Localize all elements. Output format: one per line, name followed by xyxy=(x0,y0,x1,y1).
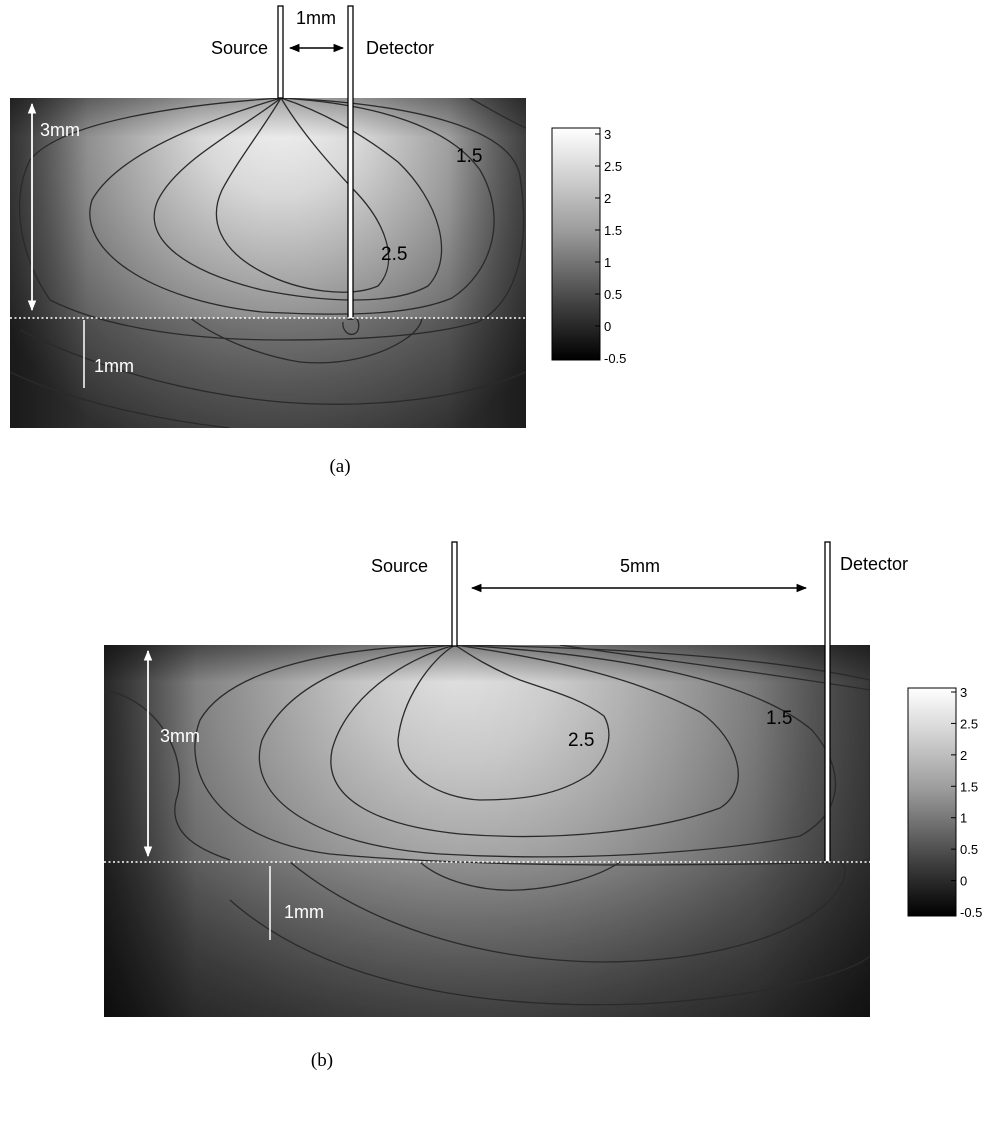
panel-b-source-label: Source xyxy=(371,556,428,576)
panel-a-detector-label: Detector xyxy=(366,38,434,58)
contour-b-3 xyxy=(258,645,837,858)
contour-b-6 xyxy=(289,861,846,963)
panel-b-contour-label-2: 1.5 xyxy=(766,708,792,729)
contour-a-corner xyxy=(469,98,526,129)
panel-a-source-probe xyxy=(277,5,284,99)
colorbar-tick-label: 2 xyxy=(604,191,611,206)
panel-a-separation-label: 1mm xyxy=(296,8,336,28)
panel-a-colorbar-ticks: 3 2.5 2 1.5 1 0.5 0 -0.5 xyxy=(595,127,626,366)
panel-a-colorbar: 3 2.5 2 1.5 1 0.5 0 -0.5 xyxy=(551,127,626,366)
panel-b-colorbar-ticks: 3 2.5 2 1.5 1 0.5 0 -0.5 xyxy=(951,685,982,920)
panel-a-caption: (a) xyxy=(329,456,350,477)
panel-b-detector-label: Detector xyxy=(840,554,908,574)
colorbar-tick-label: 3 xyxy=(604,127,611,142)
panel-a-contour-label-1: 1.5 xyxy=(456,146,482,167)
panel-a-depth-label: 3mm xyxy=(40,120,80,140)
panel-b-depth-label: 3mm xyxy=(160,726,200,746)
contour-a-3 xyxy=(89,98,495,315)
colorbar-tick-label: 2 xyxy=(960,748,967,763)
panel-b-caption: (b) xyxy=(311,1050,333,1071)
panel-b-detector-probe xyxy=(824,541,831,863)
contour-a-6 xyxy=(189,317,423,364)
contour-b-8 xyxy=(419,861,621,891)
contour-b-7 xyxy=(229,899,870,1006)
panel-a-layer-label: 1mm xyxy=(94,356,134,376)
colorbar-tick-label: 0.5 xyxy=(960,842,978,857)
colorbar-tick-label: 0 xyxy=(960,874,967,889)
panel-b-colorbar-gradient xyxy=(907,687,957,917)
panel-a-detector-probe xyxy=(347,5,354,320)
panel-a-contour-label-2: 2.5 xyxy=(381,244,407,265)
colorbar-tick-label: 1.5 xyxy=(960,779,978,794)
colorbar-tick-label: 2.5 xyxy=(960,716,978,731)
panel-a-contours xyxy=(10,98,526,428)
panel-b-contour-label-1: 2.5 xyxy=(568,730,594,751)
panel-b-source-probe xyxy=(451,541,458,647)
colorbar-tick-label: 2.5 xyxy=(604,159,622,174)
panel-b-colorbar: 3 2.5 2 1.5 1 0.5 0 -0.5 xyxy=(907,685,982,920)
colorbar-tick-label: -0.5 xyxy=(604,351,626,366)
colorbar-tick-label: 0.5 xyxy=(604,287,622,302)
contour-a-5 xyxy=(19,329,526,405)
colorbar-tick-label: 1 xyxy=(604,255,611,270)
colorbar-tick-label: 1 xyxy=(960,811,967,826)
contour-b-inner xyxy=(397,645,610,801)
panel-a-heatmap xyxy=(10,98,526,428)
panel-b-layer-label: 1mm xyxy=(284,902,324,922)
contour-a-inner xyxy=(215,98,390,293)
colorbar-tick-label: 0 xyxy=(604,319,611,334)
colorbar-tick-label: 1.5 xyxy=(604,223,622,238)
contour-a-bump xyxy=(342,317,360,336)
panel-b-separation-label: 5mm xyxy=(620,556,660,576)
colorbar-tick-label: 3 xyxy=(960,685,967,700)
colorbar-tick-label: -0.5 xyxy=(960,905,982,920)
panel-b: Source Detector 5mm 3mm 1mm 2.5 1.5 3 2.5… xyxy=(104,541,982,1071)
contour-a-2 xyxy=(153,98,443,301)
panel-a-colorbar-gradient xyxy=(551,127,601,361)
contour-b-2 xyxy=(330,645,739,838)
panel-a: Source Detector 1mm 3mm 1mm 1.5 2.5 3 2.5… xyxy=(10,5,626,477)
panel-b-heatmap xyxy=(104,645,870,1017)
panel-a-source-label: Source xyxy=(211,38,268,58)
contour-a-7 xyxy=(10,371,231,428)
